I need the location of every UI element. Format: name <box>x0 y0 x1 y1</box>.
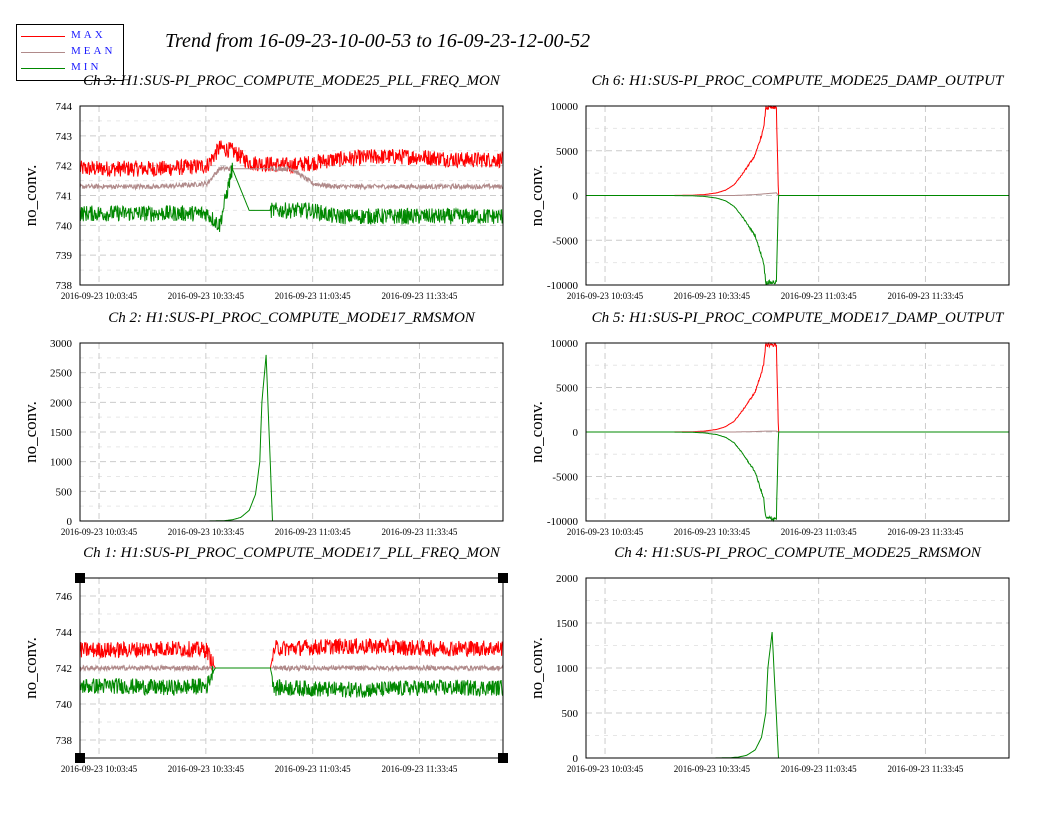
y-tick-label: -5000 <box>552 472 578 484</box>
x-tick-label: 2016-09-23 11:03:45 <box>275 764 351 774</box>
x-tick-label: 2016-09-23 10:03:45 <box>567 291 644 301</box>
y-tick-label: 739 <box>56 250 73 262</box>
legend-label-mean: MEAN <box>71 45 116 57</box>
x-tick-label: 2016-09-23 11:03:45 <box>781 764 857 774</box>
plot-frame <box>585 105 1010 286</box>
y-tick-label: 5000 <box>556 383 579 395</box>
y-tick-label: 743 <box>56 131 73 143</box>
plot-frame <box>585 342 1010 522</box>
chart-title: Ch 5: H1:SUS-PI_PROC_COMPUTE_MODE17_DAMP… <box>592 310 1005 326</box>
y-axis-label: no_conv. <box>527 165 546 227</box>
chart-title: Ch 3: H1:SUS-PI_PROC_COMPUTE_MODE25_PLL_… <box>83 73 501 89</box>
series-line-max <box>79 637 504 672</box>
plot-frame <box>79 342 504 522</box>
x-tick-label: 2016-09-23 10:03:45 <box>567 527 644 537</box>
x-tick-label: 2016-09-23 11:33:45 <box>381 764 457 774</box>
legend-swatch-min <box>21 68 65 69</box>
y-axis-label: no_conv. <box>527 637 546 699</box>
chart-title: Ch 2: H1:SUS-PI_PROC_COMPUTE_MODE17_RMSM… <box>108 310 476 326</box>
x-tick-label: 2016-09-23 10:33:45 <box>168 527 245 537</box>
legend-label-max: MAX <box>71 29 106 41</box>
y-tick-label: 746 <box>56 591 73 603</box>
y-tick-label: 5000 <box>556 146 579 158</box>
y-tick-label: 0 <box>67 516 73 528</box>
y-tick-label: -10000 <box>547 280 579 292</box>
x-tick-label: 2016-09-23 11:03:45 <box>275 291 351 301</box>
x-tick-label: 2016-09-23 11:33:45 <box>887 764 963 774</box>
legend: MAX MEAN MIN <box>16 24 124 81</box>
x-tick-label: 2016-09-23 10:33:45 <box>674 764 751 774</box>
plot-frame <box>585 577 1010 759</box>
y-tick-label: 500 <box>562 708 579 720</box>
y-tick-label: 2000 <box>556 573 579 585</box>
y-tick-label: 740 <box>56 220 73 232</box>
y-tick-label: 10000 <box>551 101 579 113</box>
x-tick-label: 2016-09-23 10:33:45 <box>168 764 245 774</box>
x-tick-label: 2016-09-23 10:03:45 <box>567 764 644 774</box>
x-tick-label: 2016-09-23 10:03:45 <box>61 527 138 537</box>
x-tick-label: 2016-09-23 11:33:45 <box>887 291 963 301</box>
y-tick-label: 0 <box>573 191 579 203</box>
y-tick-label: 740 <box>56 699 73 711</box>
y-tick-label: 1000 <box>556 663 579 675</box>
y-tick-label: 742 <box>56 161 73 173</box>
legend-item-max: MAX <box>17 28 123 44</box>
y-tick-label: -5000 <box>552 235 578 247</box>
series-line-mean <box>79 165 504 191</box>
chart-title: Ch 1: H1:SUS-PI_PROC_COMPUTE_MODE17_PLL_… <box>83 545 501 561</box>
y-tick-label: 3000 <box>50 338 73 350</box>
y-tick-label: 744 <box>56 627 73 639</box>
page-title: Trend from 16-09-23-10-00-53 to 16-09-23… <box>165 30 591 52</box>
y-tick-label: 2000 <box>50 397 73 409</box>
chart-title: Ch 4: H1:SUS-PI_PROC_COMPUTE_MODE25_RMSM… <box>614 545 982 561</box>
legend-swatch-mean <box>21 52 65 53</box>
x-tick-label: 2016-09-23 10:33:45 <box>674 527 751 537</box>
x-tick-label: 2016-09-23 11:03:45 <box>781 527 857 537</box>
x-tick-label: 2016-09-23 10:33:45 <box>674 291 751 301</box>
x-tick-label: 2016-09-23 11:33:45 <box>381 291 457 301</box>
x-tick-label: 2016-09-23 10:33:45 <box>168 291 245 301</box>
y-tick-label: 1500 <box>50 427 73 439</box>
x-tick-label: 2016-09-23 11:33:45 <box>381 527 457 537</box>
y-tick-label: -10000 <box>547 516 579 528</box>
y-tick-label: 0 <box>573 753 579 765</box>
y-axis-label: no_conv. <box>21 165 40 227</box>
selection-handle[interactable] <box>75 753 85 763</box>
y-tick-label: 738 <box>56 735 73 747</box>
y-tick-label: 10000 <box>551 338 579 350</box>
x-tick-label: 2016-09-23 11:03:45 <box>275 527 351 537</box>
x-tick-label: 2016-09-23 11:03:45 <box>781 291 857 301</box>
y-tick-label: 1000 <box>50 457 73 469</box>
plot-frame <box>79 577 504 759</box>
y-tick-label: 741 <box>56 191 73 203</box>
legend-item-mean: MEAN <box>17 44 123 60</box>
y-axis-label: no_conv. <box>21 401 40 463</box>
y-tick-label: 500 <box>56 486 73 498</box>
y-axis-label: no_conv. <box>21 637 40 699</box>
y-tick-label: 744 <box>56 101 73 113</box>
series-line-max <box>79 140 504 177</box>
x-tick-label: 2016-09-23 10:03:45 <box>61 291 138 301</box>
series-line-min <box>79 666 504 698</box>
legend-label-min: MIN <box>71 61 102 73</box>
legend-item-min: MIN <box>17 60 123 76</box>
y-tick-label: 1500 <box>556 618 579 630</box>
y-tick-label: 738 <box>56 280 73 292</box>
selection-handle[interactable] <box>498 753 508 763</box>
series-line-mean <box>79 663 504 673</box>
chart-title: Ch 6: H1:SUS-PI_PROC_COMPUTE_MODE25_DAMP… <box>592 73 1005 89</box>
x-tick-label: 2016-09-23 11:33:45 <box>887 527 963 537</box>
y-axis-label: no_conv. <box>527 401 546 463</box>
y-tick-label: 742 <box>56 663 73 675</box>
legend-swatch-max <box>21 36 65 37</box>
plot-frame <box>79 105 504 286</box>
selection-handle[interactable] <box>75 573 85 583</box>
y-tick-label: 0 <box>573 427 579 439</box>
y-tick-label: 2500 <box>50 368 73 380</box>
selection-handle[interactable] <box>498 573 508 583</box>
series-line-min <box>79 162 504 233</box>
x-tick-label: 2016-09-23 10:03:45 <box>61 764 138 774</box>
